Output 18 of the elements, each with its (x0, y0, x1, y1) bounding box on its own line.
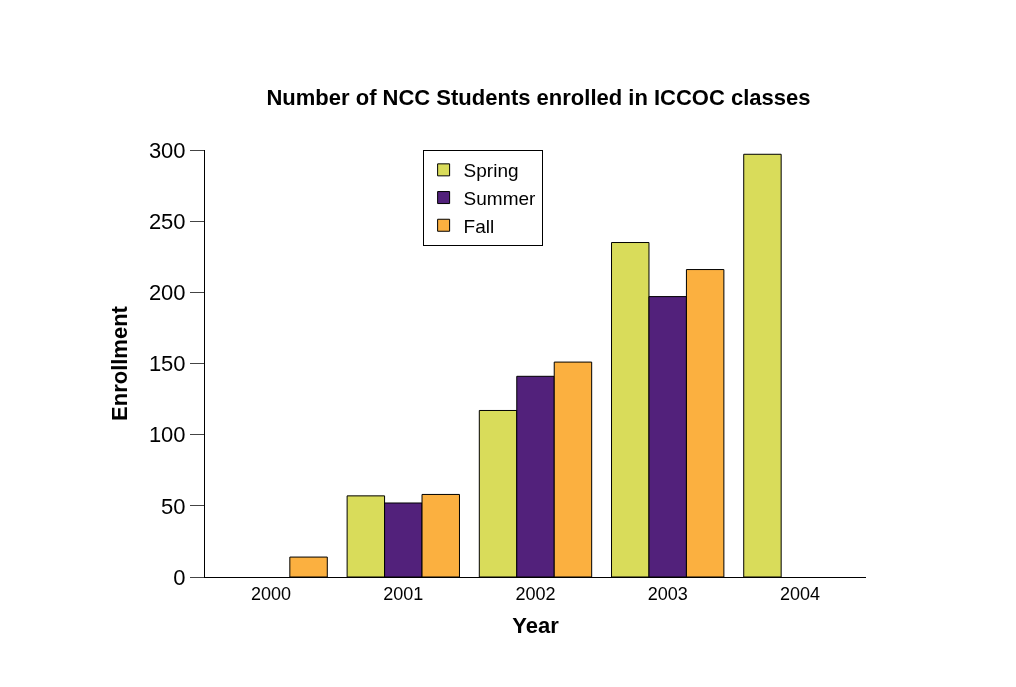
legend-label: Spring (463, 160, 519, 182)
y-tick-label: 150 (148, 351, 186, 377)
y-tick-label: 300 (148, 137, 186, 163)
y-axis-title: Enrollment (106, 305, 132, 421)
chart-title: Number of NCC Students enrolled in ICCOC classes (266, 84, 811, 110)
x-tick-label: 2000 (251, 583, 292, 604)
legend-label: Fall (463, 215, 495, 237)
y-tick-label: 200 (148, 280, 186, 306)
x-tick-label: 2004 (779, 583, 820, 604)
x-tick-label: 2002 (515, 583, 556, 604)
x-tick-label: 2001 (383, 583, 424, 604)
y-tick-label: 0 (173, 564, 186, 590)
legend-label: Summer (463, 187, 537, 209)
x-tick-label: 2003 (647, 583, 688, 604)
y-tick-label: 100 (148, 422, 186, 448)
y-tick-label: 250 (148, 208, 186, 234)
x-axis-title: Year (512, 613, 560, 639)
y-tick-label: 50 (161, 493, 186, 519)
